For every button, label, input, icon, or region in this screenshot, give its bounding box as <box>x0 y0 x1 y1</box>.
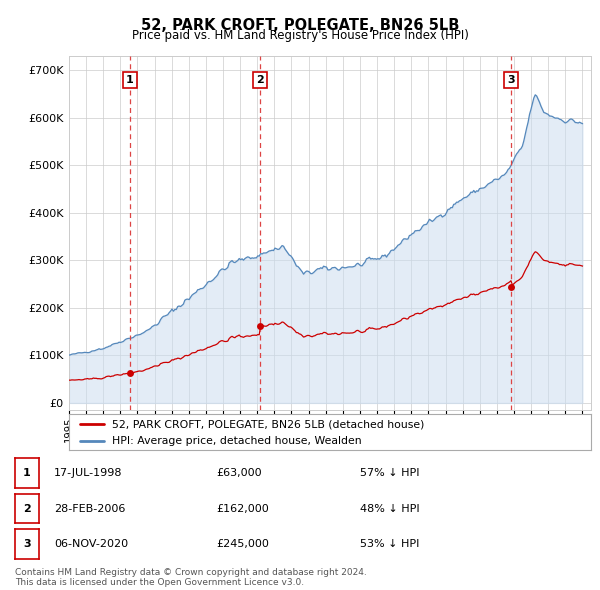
Text: 57% ↓ HPI: 57% ↓ HPI <box>360 468 419 478</box>
Text: Contains HM Land Registry data © Crown copyright and database right 2024.: Contains HM Land Registry data © Crown c… <box>15 568 367 576</box>
Text: 48% ↓ HPI: 48% ↓ HPI <box>360 504 419 513</box>
Text: 52, PARK CROFT, POLEGATE, BN26 5LB (detached house): 52, PARK CROFT, POLEGATE, BN26 5LB (deta… <box>112 419 424 429</box>
Text: £245,000: £245,000 <box>216 539 269 549</box>
Text: 53% ↓ HPI: 53% ↓ HPI <box>360 539 419 549</box>
Text: 3: 3 <box>508 75 515 85</box>
Text: 1: 1 <box>126 75 133 85</box>
Text: £63,000: £63,000 <box>216 468 262 478</box>
Text: 28-FEB-2006: 28-FEB-2006 <box>54 504 125 513</box>
Text: 2: 2 <box>23 504 31 513</box>
Text: This data is licensed under the Open Government Licence v3.0.: This data is licensed under the Open Gov… <box>15 578 304 587</box>
Text: 17-JUL-1998: 17-JUL-1998 <box>54 468 122 478</box>
Text: 3: 3 <box>23 539 31 549</box>
Text: £162,000: £162,000 <box>216 504 269 513</box>
Text: Price paid vs. HM Land Registry's House Price Index (HPI): Price paid vs. HM Land Registry's House … <box>131 30 469 42</box>
Text: 06-NOV-2020: 06-NOV-2020 <box>54 539 128 549</box>
Text: HPI: Average price, detached house, Wealden: HPI: Average price, detached house, Weal… <box>112 436 361 445</box>
Text: 2: 2 <box>256 75 264 85</box>
Text: 1: 1 <box>23 468 31 478</box>
Text: 52, PARK CROFT, POLEGATE, BN26 5LB: 52, PARK CROFT, POLEGATE, BN26 5LB <box>141 18 459 32</box>
